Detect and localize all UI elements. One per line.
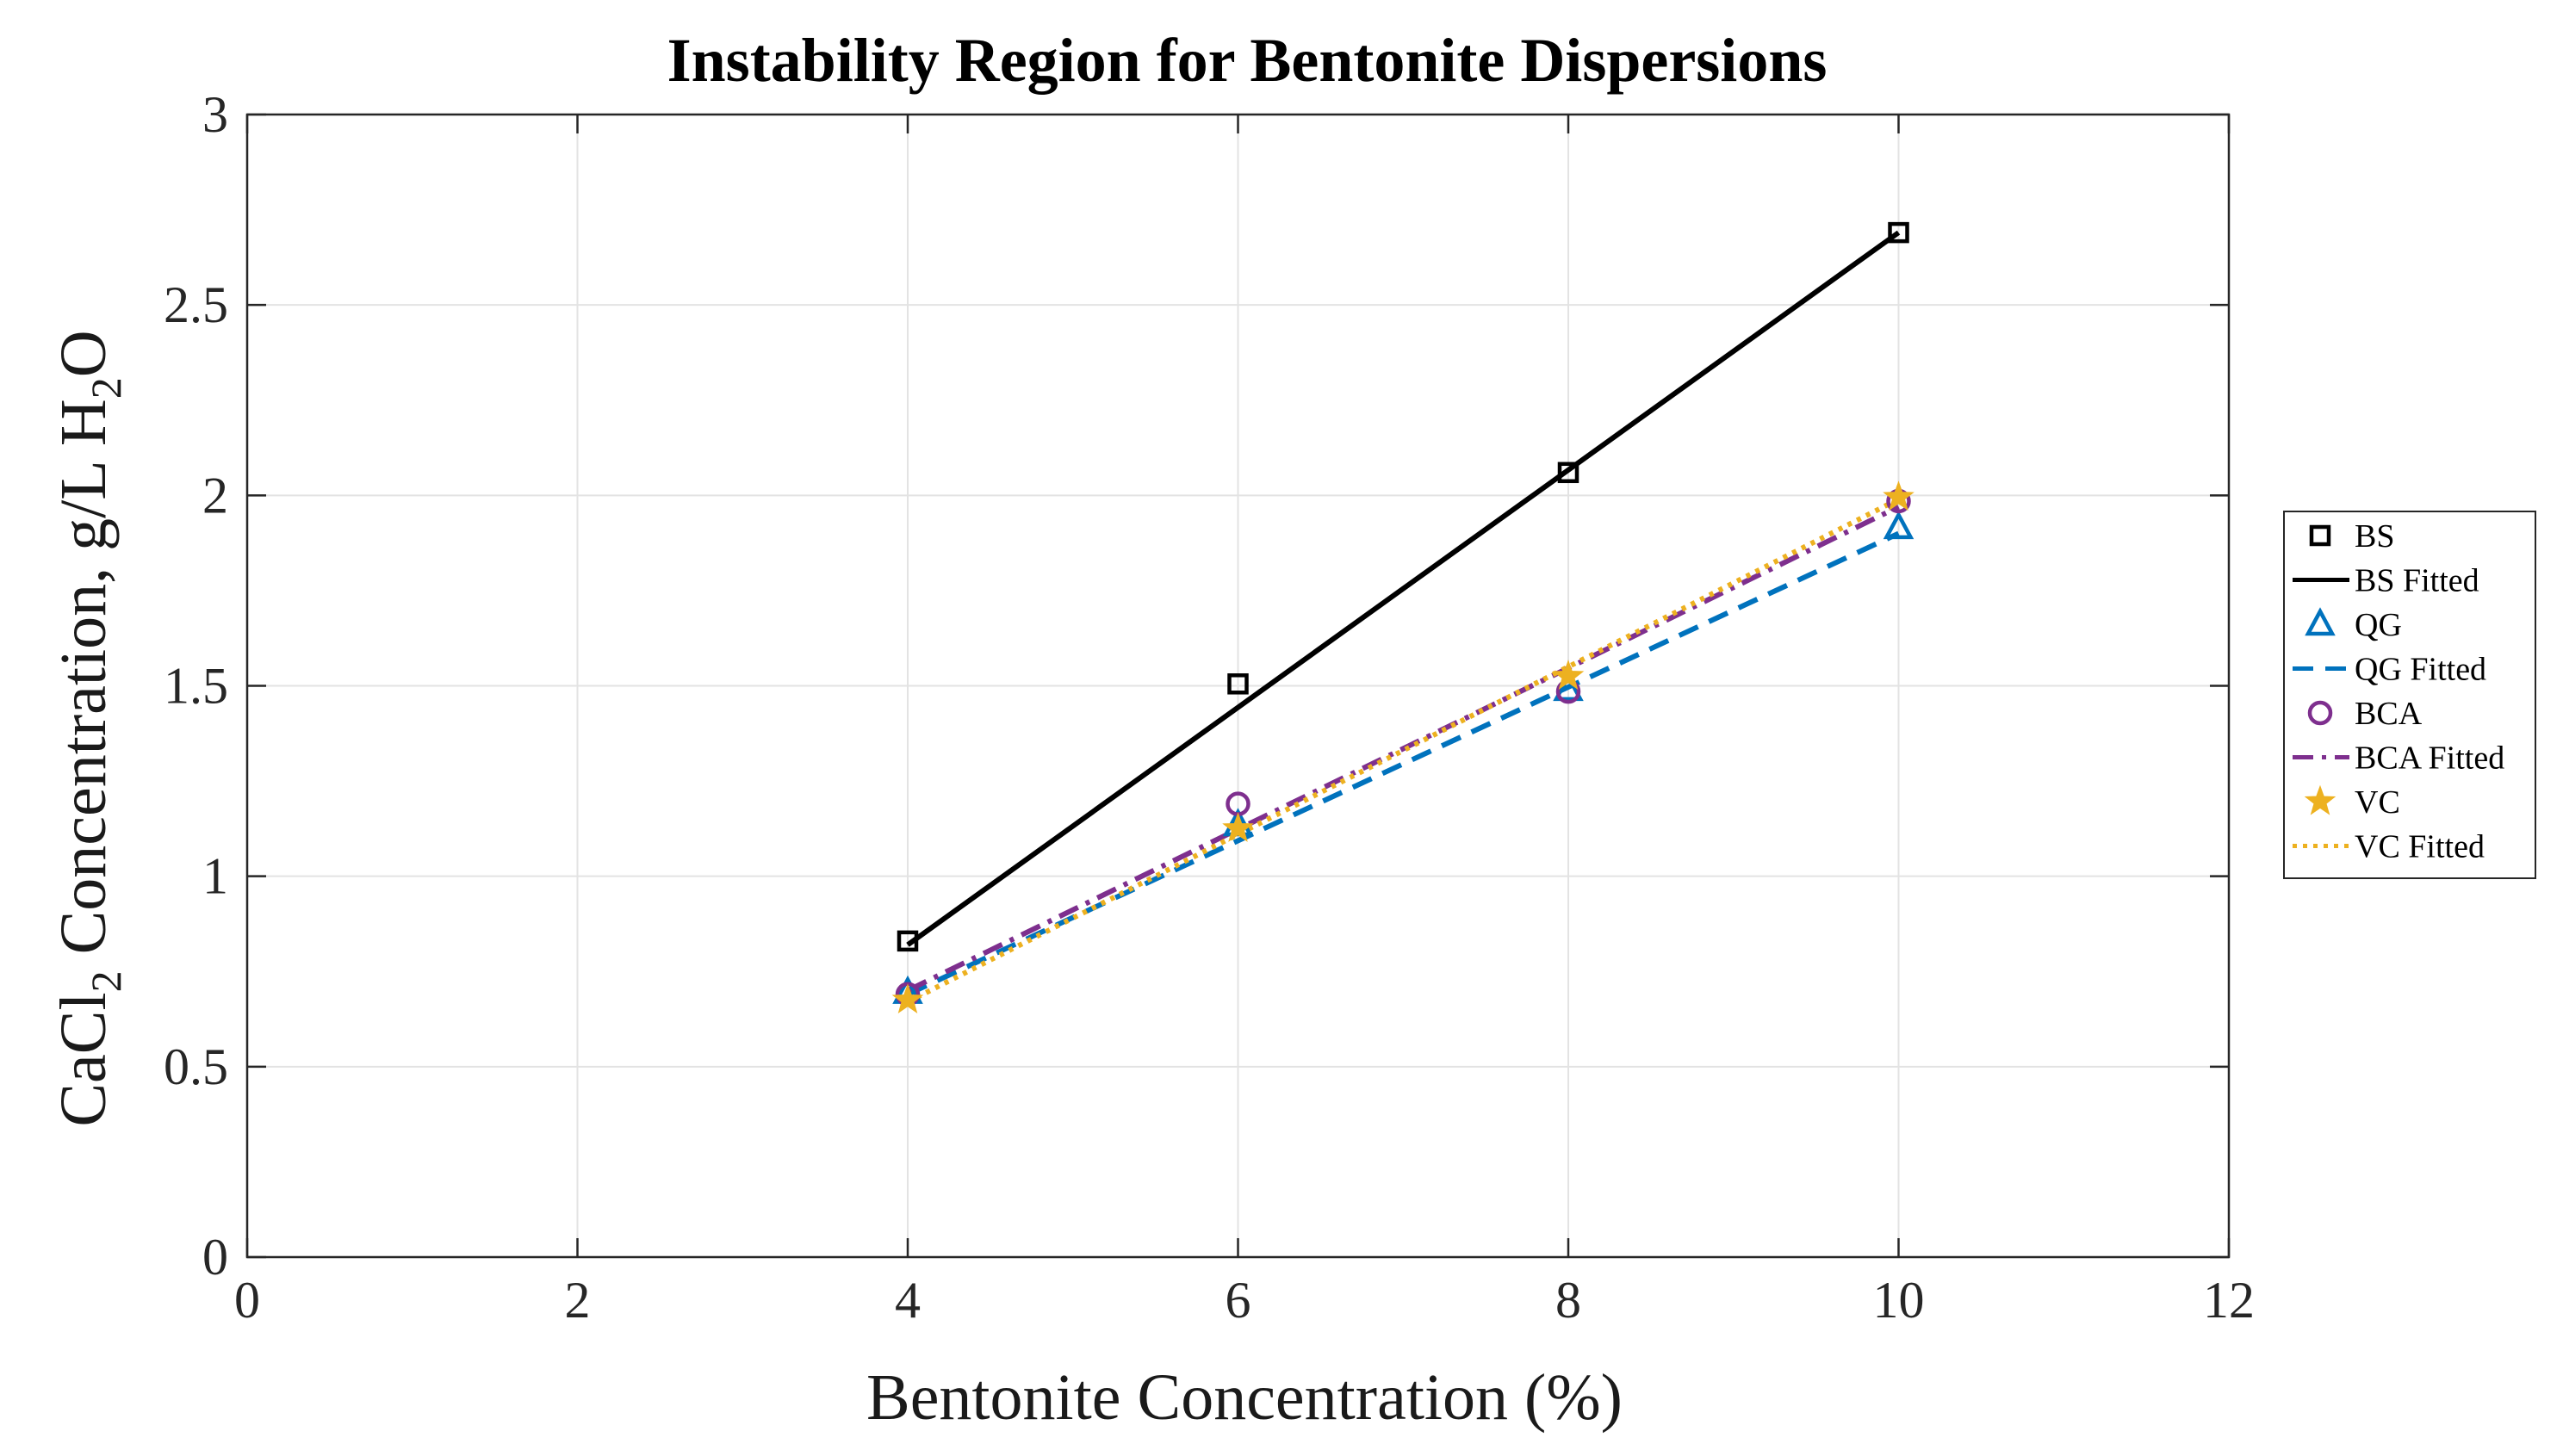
- legend-marker-bs: [2309, 524, 2331, 547]
- legend-label-vc: VC: [2355, 784, 2400, 821]
- legend-label-bca: BCA: [2355, 696, 2423, 732]
- x-tick-label: 6: [1226, 1272, 1251, 1329]
- series-line-qg-fitted: [906, 530, 1900, 997]
- legend-box: [2283, 511, 2536, 879]
- series-line-bs-fitted: [906, 230, 1901, 947]
- x-tick-label: 10: [1873, 1272, 1925, 1329]
- y-tick-label: 2.5: [164, 276, 228, 333]
- y-tick-label: 1: [202, 848, 228, 905]
- y-axis-label-sub2: 2: [82, 377, 130, 399]
- x-axis-label: Bentonite Concentration (%): [866, 1361, 1623, 1434]
- data-point-qg: [1553, 672, 1584, 702]
- y-tick-label: 0: [202, 1229, 228, 1286]
- legend-label-qg-fitted: QG Fitted: [2355, 652, 2486, 688]
- y-tick-label: 1.5: [164, 658, 228, 715]
- legend-label-vc-fitted: VC Fitted: [2355, 829, 2485, 865]
- data-point-vc: [891, 983, 924, 1013]
- legend-label-bs: BS: [2355, 518, 2394, 555]
- legend: BS BS Fitted QG QG Fitted BCA BCA Fitted VC VC …: [2283, 511, 2536, 879]
- y-tick-label: 2: [202, 467, 228, 524]
- x-tick-label: 12: [2203, 1272, 2255, 1329]
- y-axis-label-main: CaCl: [47, 992, 120, 1126]
- legend-label-qg: QG: [2355, 607, 2402, 643]
- data-point-vc: [1883, 480, 1914, 511]
- plot-area: 0 2 4 6 8 10 12 0 0.5 1 1.5 2 2.5 3: [164, 86, 2255, 1329]
- x-tick-label: 2: [565, 1272, 591, 1329]
- y-axis-label-end: O: [47, 330, 120, 377]
- data-point-bs: [1557, 462, 1579, 484]
- data-point-vc: [1222, 812, 1254, 842]
- y-axis-label: CaCl2 Concentration, g/L H2O: [47, 330, 130, 1126]
- legend-marker-vc: [2304, 784, 2336, 815]
- legend-marker-qg: [2305, 607, 2336, 636]
- y-tick-label: 3: [202, 86, 228, 143]
- legend-label-bca-fitted: BCA Fitted: [2355, 740, 2504, 777]
- data-point-vc: [1552, 660, 1585, 690]
- data-point-qg: [1883, 511, 1914, 540]
- data-point-bs: [1227, 673, 1249, 695]
- x-tick-label: 4: [895, 1272, 921, 1329]
- series-line-bca-fitted: [906, 504, 1900, 994]
- chart-title: Instability Region for Bentonite Dispers…: [667, 26, 1828, 95]
- y-tick-label: 0.5: [164, 1038, 228, 1095]
- data-point-bs: [897, 930, 919, 952]
- x-tick-label: 0: [234, 1272, 260, 1329]
- y-axis-label-mid: Concentration, g/L H: [47, 399, 120, 970]
- x-tick-label: 8: [1555, 1272, 1581, 1329]
- legend-marker-bca: [2307, 700, 2333, 726]
- y-axis-label-sub1: 2: [82, 970, 130, 992]
- data-point-bs: [1888, 221, 1909, 244]
- legend-label-bs-fitted: BS Fitted: [2355, 563, 2479, 599]
